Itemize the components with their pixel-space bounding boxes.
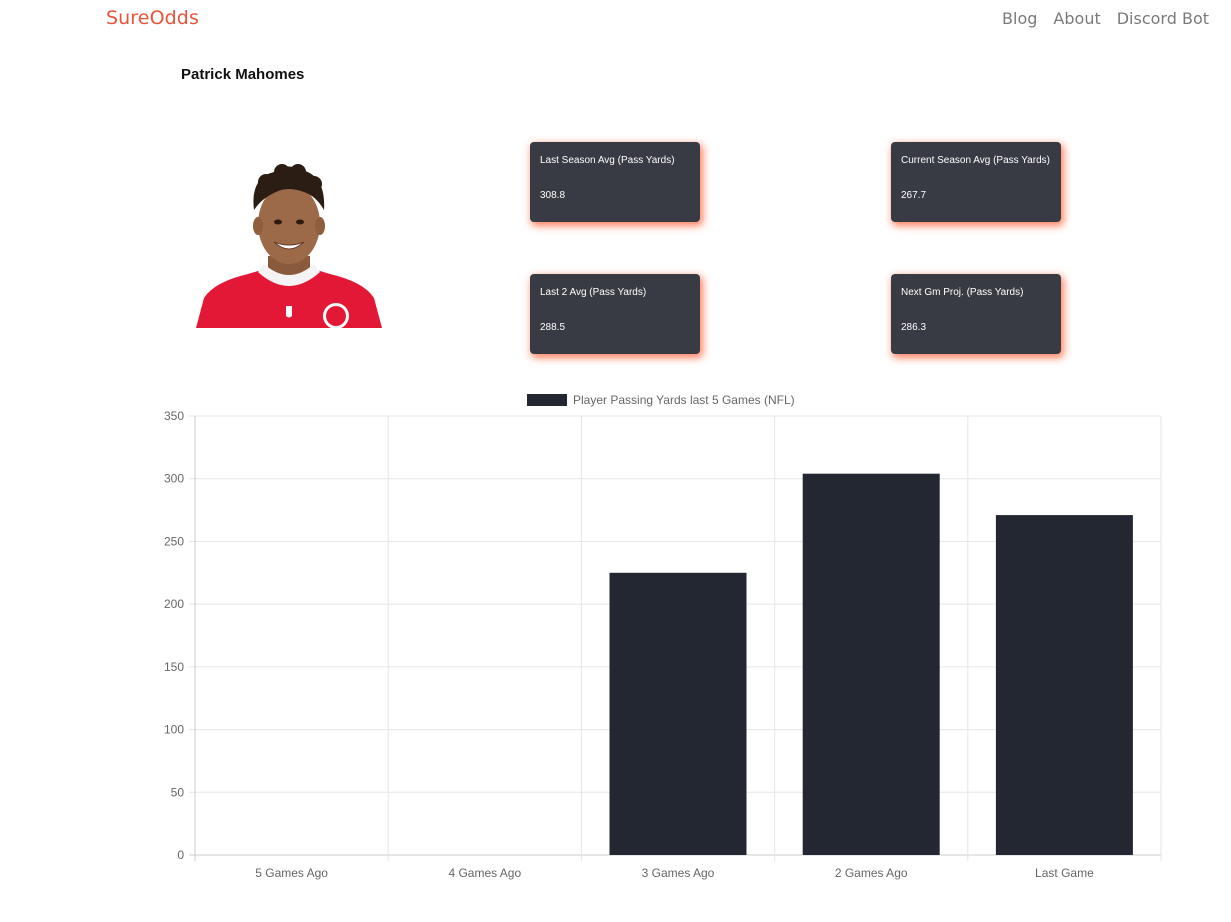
bar-last-game[interactable] <box>995 515 1133 855</box>
x-tick-label: Last Game <box>1035 866 1094 880</box>
stat-card-next-game-projection: Next Gm Proj. (Pass Yards) 286.3 <box>891 274 1061 354</box>
y-axis-ticks: 0 50 100 150 200 250 300 350 <box>164 409 184 862</box>
stat-value: 288.5 <box>540 322 566 333</box>
nav-link-about[interactable]: About <box>1053 9 1101 28</box>
legend-label: Player Passing Yards last 5 Games (NFL) <box>573 393 795 407</box>
stat-card-current-season-avg: Current Season Avg (Pass Yards) 267.7 <box>891 142 1061 222</box>
stat-label: Next Gm Proj. (Pass Yards) <box>901 287 1024 298</box>
x-axis-ticks: 5 Games Ago 4 Games Ago 3 Games Ago 2 Games… <box>255 866 1094 880</box>
y-tick-label: 250 <box>164 534 184 548</box>
navbar: SureOdds Blog About Discord Bot <box>0 0 1231 38</box>
stat-value: 308.8 <box>540 190 566 201</box>
player-photo <box>196 164 382 328</box>
nav-links: Blog About Discord Bot <box>1002 9 1209 28</box>
x-tick-label: 4 Games Ago <box>448 866 521 880</box>
stat-value: 286.3 <box>901 322 927 333</box>
bar-2-games-ago[interactable] <box>802 473 940 855</box>
bar-3-games-ago[interactable] <box>609 572 747 855</box>
brand-logo-link[interactable]: SureOdds <box>106 7 199 29</box>
passing-yards-bar-chart: 0 50 100 150 200 250 300 350 5 Games Ago 4 Games… <box>164 393 1162 880</box>
x-tick-label: 5 Games Ago <box>255 866 328 880</box>
stat-label: Last Season Avg (Pass Yards) <box>540 155 675 166</box>
player-name: Patrick Mahomes <box>181 66 305 83</box>
stat-label: Last 2 Avg (Pass Yards) <box>540 287 647 298</box>
x-tick-label: 2 Games Ago <box>835 866 908 880</box>
stat-label: Current Season Avg (Pass Yards) <box>901 155 1050 166</box>
y-tick-label: 100 <box>164 723 184 737</box>
stat-card-last-season-avg: Last Season Avg (Pass Yards) 308.8 <box>530 142 700 222</box>
y-tick-label: 300 <box>164 472 184 486</box>
nav-link-blog[interactable]: Blog <box>1002 9 1038 28</box>
chart-legend[interactable]: Player Passing Yards last 5 Games (NFL) <box>527 393 795 407</box>
x-tick-label: 3 Games Ago <box>642 866 715 880</box>
legend-swatch <box>527 394 567 406</box>
chart-bars <box>609 473 1133 855</box>
y-tick-label: 150 <box>164 660 184 674</box>
y-tick-label: 0 <box>177 848 184 862</box>
y-tick-label: 200 <box>164 597 184 611</box>
y-tick-label: 350 <box>164 409 184 423</box>
nav-link-discord-bot[interactable]: Discord Bot <box>1116 9 1209 28</box>
stat-card-last-2-avg: Last 2 Avg (Pass Yards) 288.5 <box>530 274 700 354</box>
y-tick-label: 50 <box>171 785 185 799</box>
stat-value: 267.7 <box>901 190 927 201</box>
